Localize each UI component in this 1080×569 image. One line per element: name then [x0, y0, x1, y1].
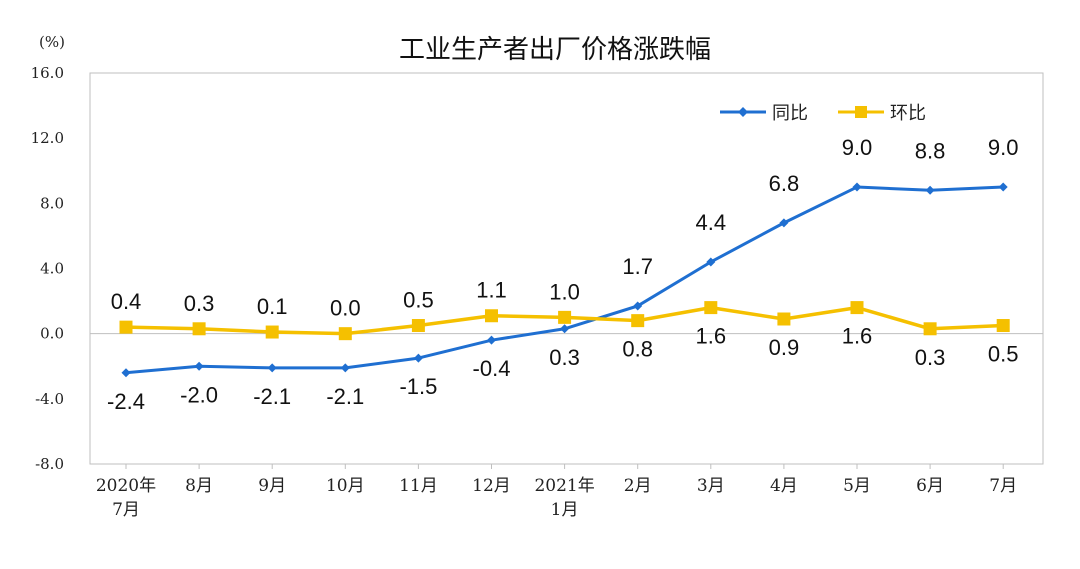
data-point: [411, 319, 425, 333]
legend-label: 环比: [890, 103, 926, 124]
x-tick-label: 1月: [551, 500, 579, 520]
series-1: 0.4 0.3 0.1 0.0 0.5 1.1 1.0 0.8 1.6 0.9 1.6 0.3 0.5: [111, 278, 1019, 370]
data-label: 1.6: [842, 324, 873, 349]
data-point: [194, 361, 204, 371]
data-point: [998, 182, 1008, 192]
data-point: [558, 310, 572, 324]
x-tick-label: 2020年: [96, 476, 156, 496]
y-tick-label: 0.0: [40, 325, 64, 343]
data-point: [267, 363, 277, 373]
data-label: 1.7: [622, 254, 653, 279]
series-0: -2.4 -2.0 -2.1 -2.1 -1.5 -0.4 0.3 1.7 4.4 6.8 9.0 8…: [107, 135, 1018, 414]
data-label: -2.0: [180, 382, 218, 407]
data-point: [706, 257, 716, 267]
data-point: [925, 185, 935, 195]
data-label: 4.4: [696, 210, 727, 235]
x-tick-label: 2月: [624, 476, 652, 496]
x-tick-label: 6月: [916, 476, 944, 496]
data-point: [704, 301, 718, 315]
data-label: 9.0: [842, 135, 873, 160]
data-label: 1.6: [696, 324, 727, 349]
data-label: -0.4: [473, 356, 511, 381]
data-point: [340, 363, 350, 373]
x-tick-label: 9月: [258, 476, 286, 496]
y-tick-label: -8.0: [35, 455, 64, 473]
data-point: [413, 353, 423, 363]
data-label: 6.8: [769, 171, 800, 196]
data-point: [487, 335, 496, 345]
x-tick-label: 10月: [326, 476, 365, 496]
x-tick-label: 12月: [472, 476, 511, 496]
x-tick-label: 3月: [697, 476, 725, 496]
data-point: [485, 309, 498, 323]
x-axis-ticks: 2020年 7月 8月 9月 10月 11月 12月 2021年 1月 2月 3月 4月 5月 6月 7月: [96, 464, 1017, 520]
data-label: 9.0: [988, 135, 1019, 160]
data-point: [633, 301, 643, 311]
data-point: [852, 182, 862, 192]
legend-marker: [855, 106, 867, 118]
data-label: 0.0: [330, 296, 361, 321]
data-label: 0.3: [915, 345, 946, 370]
data-label: 0.5: [403, 288, 434, 313]
data-point: [923, 322, 937, 336]
data-label: 0.4: [111, 289, 142, 314]
legend-item-1: 环比: [838, 103, 926, 124]
y-tick-label: 4.0: [40, 260, 64, 278]
data-label: 0.9: [769, 335, 800, 360]
x-tick-label: 4月: [770, 476, 798, 496]
y-tick-label: 12.0: [31, 129, 64, 147]
y-tick-label: 8.0: [40, 194, 64, 212]
data-point: [119, 320, 133, 334]
data-label: 1.1: [476, 278, 507, 303]
data-point: [779, 218, 789, 228]
x-tick-label: 5月: [843, 476, 871, 496]
x-tick-label: 11月: [399, 476, 438, 496]
legend-marker: [738, 107, 748, 117]
y-tick-label: -4.0: [35, 390, 64, 408]
x-tick-label: 7月: [989, 476, 1017, 496]
legend: 同比 环比: [720, 103, 926, 124]
data-point: [777, 312, 791, 326]
data-point: [631, 314, 645, 328]
chart-title: 工业生产者出厂价格涨跌幅: [399, 35, 711, 65]
data-label: 0.3: [184, 291, 215, 316]
data-label: -2.1: [253, 384, 291, 409]
data-label: -2.1: [326, 384, 364, 409]
y-axis-ticks: 16.0 12.0 8.0 4.0 0.0 -4.0 -8.0: [31, 64, 64, 473]
plot-area-frame: [89, 72, 1044, 465]
x-tick-label: 7月: [112, 500, 140, 520]
data-point: [192, 322, 206, 336]
data-label: 0.1: [257, 294, 288, 319]
data-label: -1.5: [399, 374, 437, 399]
x-tick-label: 2021年: [534, 476, 594, 496]
data-label: 8.8: [915, 138, 946, 163]
data-point: [265, 325, 279, 339]
x-tick-label: 8月: [185, 476, 213, 496]
data-point: [996, 319, 1010, 333]
series-layer: -2.4 -2.0 -2.1 -2.1 -1.5 -0.4 0.3 1.7 4.4 6.8 9.0 8…: [107, 135, 1018, 414]
data-label: 0.3: [549, 345, 580, 370]
data-label: 0.5: [988, 342, 1019, 367]
y-tick-label: 16.0: [31, 64, 64, 82]
legend-label: 同比: [772, 103, 808, 124]
data-point: [850, 301, 864, 315]
legend-item-0: 同比: [720, 103, 808, 124]
data-label: 0.8: [622, 337, 653, 362]
data-point: [121, 368, 131, 378]
data-label: -2.4: [107, 389, 145, 414]
y-axis-unit-label: (%): [39, 33, 65, 51]
data-point: [338, 327, 352, 341]
data-point: [560, 324, 570, 334]
data-label: 1.0: [549, 279, 580, 304]
